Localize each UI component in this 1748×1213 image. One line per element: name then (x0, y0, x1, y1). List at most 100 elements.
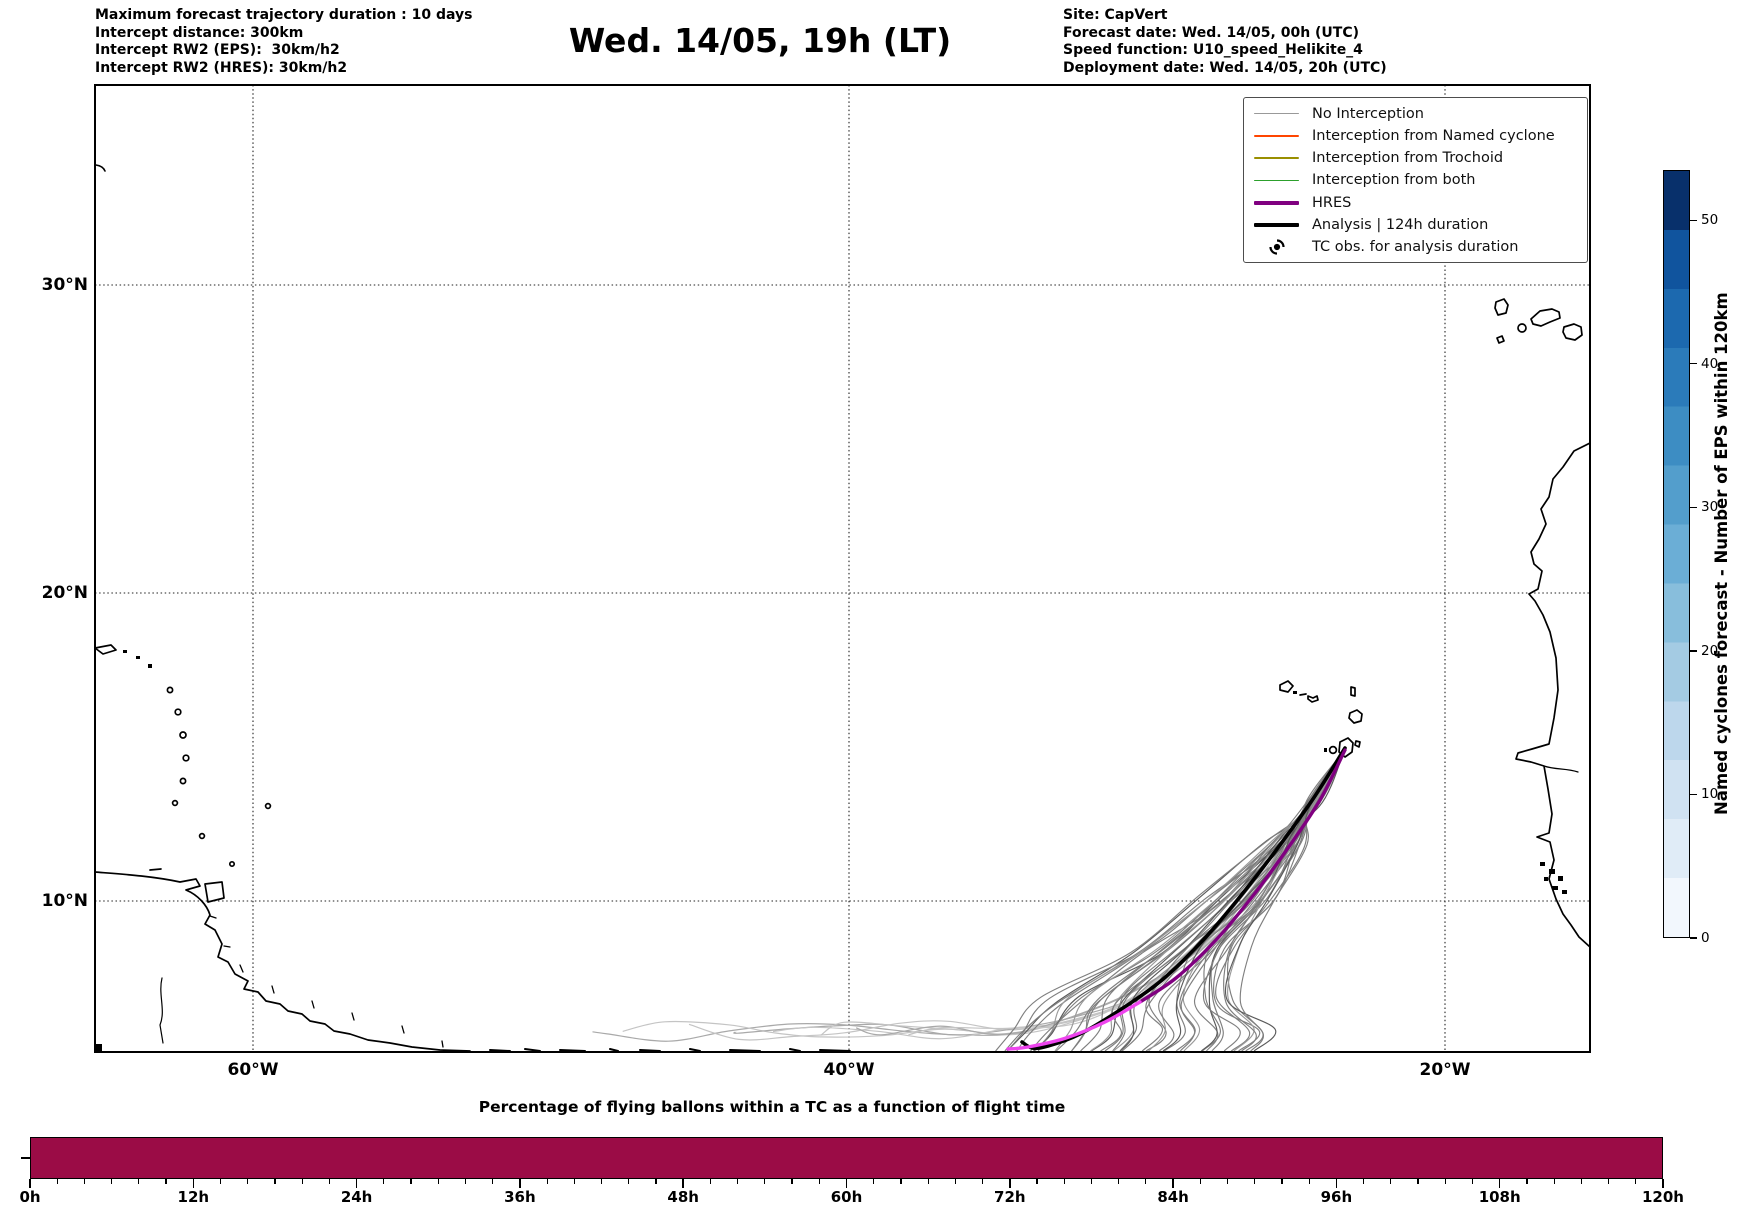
x-axis-major-tick (682, 1179, 684, 1188)
x-axis-tick-label: 12h (177, 1188, 210, 1206)
hres-trajectory-tc-segment (1006, 1000, 1142, 1051)
x-axis-major-tick (355, 1179, 358, 1188)
x-axis-minor-tick (1363, 1179, 1365, 1184)
south-america-coastline (95, 871, 471, 1052)
legend-item: No Interception (1254, 103, 1579, 124)
legend-item: HRES (1254, 192, 1579, 213)
tc-percentage-bar (30, 1137, 1663, 1179)
x-axis-minor-tick (981, 1179, 984, 1184)
legend-item: Interception from both (1254, 170, 1579, 191)
x-axis-minor-tick (492, 1179, 494, 1184)
legend-item-label: Interception from Trochoid (1312, 150, 1504, 167)
colorbar (1663, 170, 1690, 938)
orinoco-river (159, 977, 164, 1044)
x-axis-minor-tick (1226, 1179, 1229, 1184)
x-axis-minor-tick (383, 1179, 385, 1184)
lon-tick-label: 20°W (1419, 1060, 1471, 1080)
forecast-settings-info: Maximum forecast trajectory duration : 1… (95, 7, 472, 77)
x-axis-major-tick (519, 1179, 521, 1188)
hurricane-icon (1254, 238, 1299, 256)
x-axis-tick-label: 108h (1478, 1188, 1521, 1206)
x-axis-minor-tick (709, 1179, 711, 1184)
x-axis-minor-tick (301, 1179, 303, 1184)
x-axis-tick-label: 36h (504, 1188, 536, 1206)
corner-land-fragment (95, 1044, 102, 1051)
legend-item-label: HRES (1312, 194, 1352, 211)
colorbar-tick (1690, 650, 1697, 652)
x-axis-minor-tick (1254, 1179, 1256, 1184)
x-axis-minor-tick (1471, 1179, 1474, 1184)
legend-item-label: Analysis | 124h duration (1312, 217, 1489, 234)
eps-trajectory-light (772, 750, 1345, 1040)
x-axis-minor-tick (1090, 1179, 1093, 1184)
info-line: Site: CapVert (1063, 7, 1168, 23)
x-axis-minor-tick (873, 1179, 875, 1184)
x-axis-minor-tick (1308, 1179, 1310, 1184)
africa-inland-river (1543, 765, 1579, 773)
legend-item-label: No Interception (1312, 105, 1424, 122)
x-axis-tick-label: 60h (830, 1188, 863, 1206)
x-axis-minor-tick (437, 1179, 439, 1184)
x-axis-major-tick (192, 1179, 195, 1188)
lat-tick-label: 30°N (41, 275, 88, 295)
x-axis-minor-tick (111, 1179, 113, 1184)
legend-line-sample (1254, 134, 1299, 137)
info-line: Deployment date: Wed. 14/05, 20h (UTC) (1063, 59, 1387, 76)
x-axis-minor-tick (600, 1179, 603, 1184)
lat-tick-label: 10°N (41, 891, 88, 911)
africa-coastline (1515, 442, 1590, 948)
x-axis-minor-tick (247, 1179, 249, 1184)
x-axis-minor-tick (1553, 1179, 1555, 1184)
colorbar-tick-label: 30 (1701, 499, 1719, 516)
x-axis-minor-tick (1118, 1179, 1120, 1184)
bermuda-island (95, 164, 106, 172)
bijagos-islands (1540, 862, 1567, 894)
colorbar-tick (1690, 793, 1697, 796)
x-axis-tick-label: 24h (340, 1188, 373, 1206)
x-axis-tick-label: 48h (667, 1188, 699, 1206)
x-axis-major-tick (845, 1179, 848, 1188)
analysis-trajectory (1020, 746, 1347, 1051)
legend-item: Interception from Trochoid (1254, 148, 1579, 169)
colorbar-tick-label: 10 (1701, 786, 1719, 803)
x-axis-minor-tick (165, 1179, 167, 1184)
x-axis-minor-tick (628, 1179, 630, 1184)
x-axis-major-tick (29, 1179, 31, 1188)
legend-item-label: TC obs. for analysis duration (1312, 239, 1519, 256)
x-axis-minor-tick (1444, 1179, 1446, 1184)
x-axis-minor-tick (1036, 1179, 1038, 1184)
x-axis-minor-tick (56, 1179, 58, 1184)
x-axis-minor-tick (1390, 1179, 1392, 1184)
x-axis-tick-label: 0h (19, 1188, 41, 1206)
x-axis-tick-label: 96h (1320, 1188, 1353, 1206)
legend-item: TC obs. for analysis duration (1254, 237, 1579, 258)
x-axis-minor-tick (219, 1179, 222, 1184)
x-axis-minor-tick (791, 1179, 793, 1184)
x-axis-minor-tick (1145, 1179, 1147, 1184)
colorbar-tick (1690, 363, 1697, 365)
caribbean-islands (95, 644, 272, 903)
legend-item: Analysis | 124h duration (1254, 215, 1579, 236)
x-axis-minor-tick (1607, 1179, 1610, 1184)
site-forecast-info: Site: CapVert Forecast date: Wed. 14/05, … (1063, 7, 1387, 77)
x-axis-minor-tick (328, 1179, 330, 1184)
colorbar-tick (1690, 937, 1697, 939)
legend-item-label: Interception from Named cyclone (1312, 127, 1555, 144)
coast-hatch-ticks (209, 915, 444, 1048)
eps-trajectory-light (592, 750, 1345, 1042)
x-axis-major-tick (1498, 1179, 1501, 1188)
x-axis-minor-tick (138, 1179, 140, 1184)
x-axis-minor-tick (274, 1179, 276, 1184)
colorbar-tick (1690, 219, 1697, 221)
legend-item-label: Interception from both (1312, 172, 1476, 189)
trajectories-light-gray (592, 750, 1345, 1042)
x-axis-minor-tick (764, 1179, 766, 1184)
colorbar-tick-label: 40 (1701, 355, 1719, 372)
x-axis-tick-label: 84h (1157, 1188, 1189, 1206)
hres-trajectory (1138, 748, 1347, 1004)
x-axis-minor-tick (464, 1179, 467, 1184)
legend-item: Interception from Named cyclone (1254, 125, 1579, 146)
lon-tick-label: 60°W (227, 1060, 279, 1080)
x-axis-minor-tick (83, 1179, 86, 1184)
